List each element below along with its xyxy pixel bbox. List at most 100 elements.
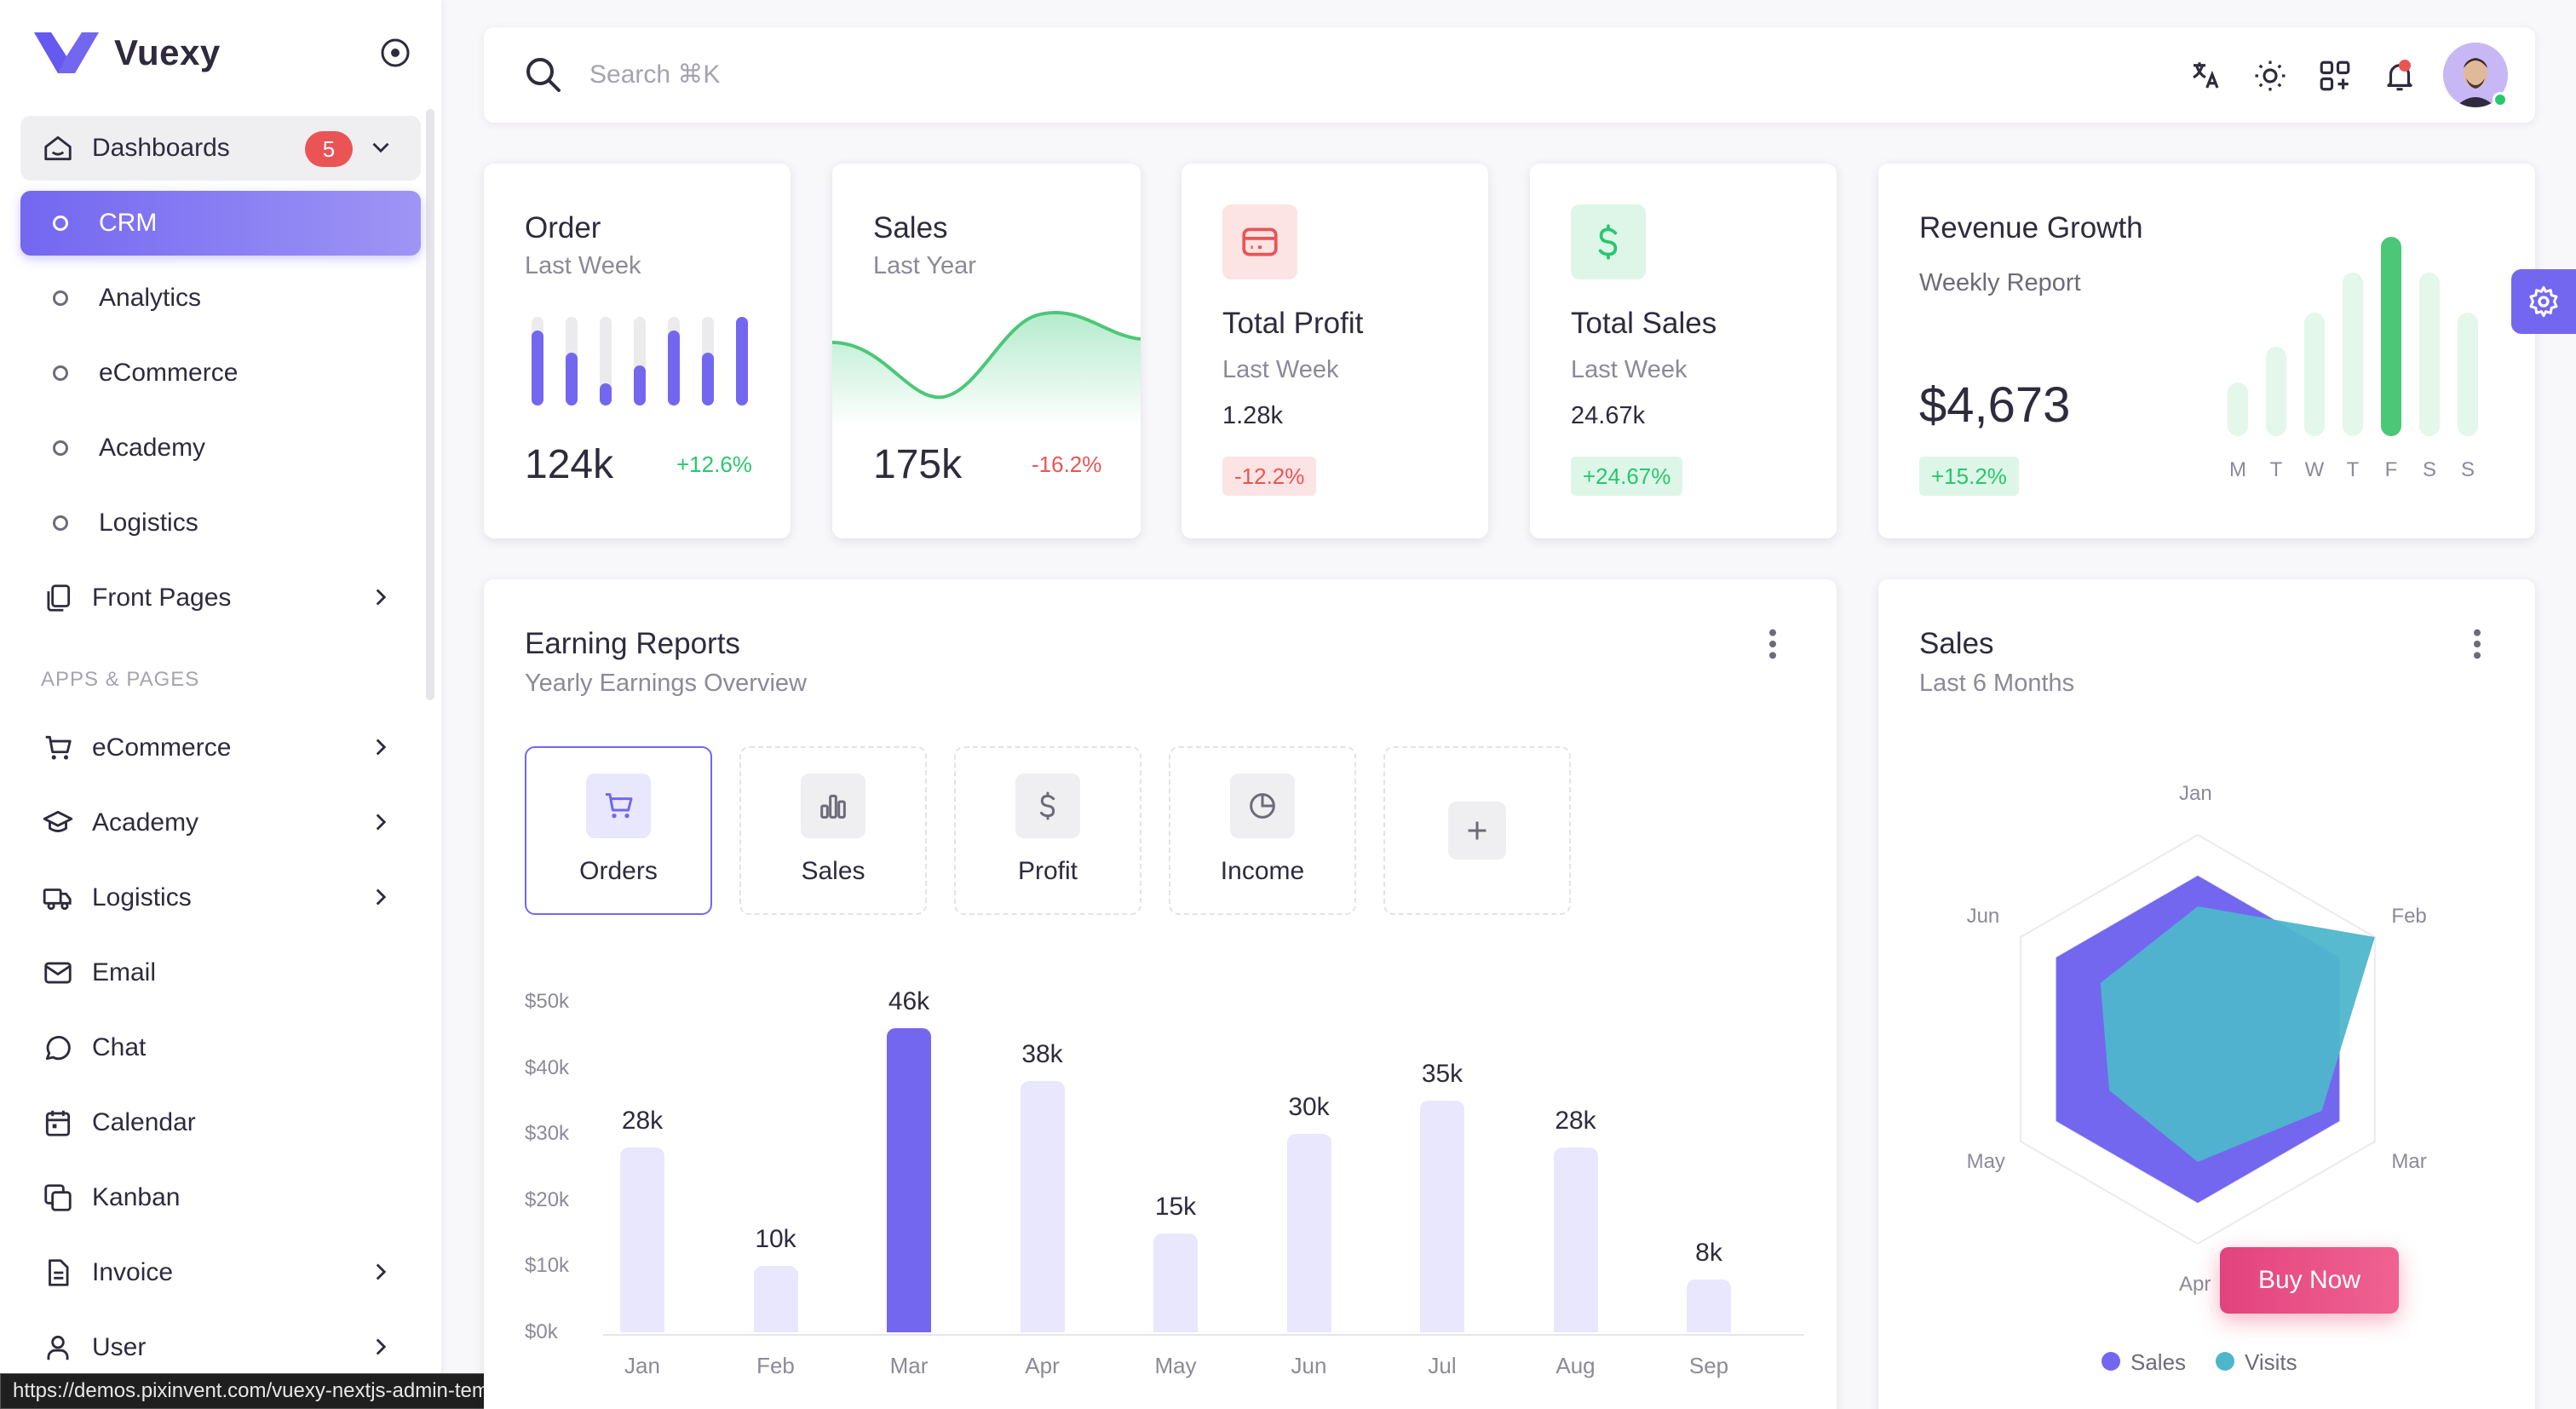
order-bar-track <box>634 317 646 405</box>
revenue-value: $4,673 <box>1919 377 2071 433</box>
sidebar-item-label: Academy <box>99 434 206 462</box>
sidebar-item-invoice[interactable]: Invoice <box>20 1240 421 1305</box>
sidebar-item-label: Invoice <box>92 1258 174 1286</box>
sidebar-item-user[interactable]: User <box>20 1315 421 1380</box>
radio-toggle-icon[interactable] <box>378 36 412 70</box>
sidebar-item-academy[interactable]: Academy <box>20 791 421 855</box>
x-tick-label: Jan <box>624 1353 660 1378</box>
bar-value-label: 15k <box>1154 1192 1197 1221</box>
x-tick-label: Jul <box>1428 1353 1457 1378</box>
earnings-bar[interactable] <box>1153 1233 1198 1332</box>
sidebar-item-ecommerce-dashboard[interactable]: eCommerce <box>20 341 421 405</box>
translate-icon[interactable] <box>2188 58 2223 94</box>
total-profit-card: Total Profit Last Week 1.28k -12.2% <box>1182 164 1488 538</box>
earnings-bar[interactable] <box>1420 1101 1464 1332</box>
brand-name: Vuexy <box>114 32 221 72</box>
x-tick-label: Jun <box>1291 1353 1327 1378</box>
sidebar-item-analytics[interactable]: Analytics <box>20 266 421 331</box>
sidebar-item-academy-dashboard[interactable]: Academy <box>20 416 421 480</box>
order-bar <box>532 331 543 405</box>
card-title: Revenue Growth <box>1919 211 2143 244</box>
sidebar-scrollbar[interactable] <box>426 109 434 700</box>
radar-axis-label: Apr <box>2179 1273 2211 1296</box>
message-circle-icon <box>41 1031 75 1065</box>
earnings-bar[interactable] <box>1687 1279 1731 1332</box>
chevron-right-icon <box>376 814 387 831</box>
x-tick-label: Apr <box>1025 1353 1060 1378</box>
customizer-toggle[interactable] <box>2511 269 2576 334</box>
revenue-growth-card: Revenue Growth Weekly Report $4,673 +15.… <box>1878 164 2535 538</box>
radar-axis-label: May <box>1966 1150 2005 1173</box>
card-title: Total Sales <box>1571 307 1717 340</box>
home-icon <box>41 131 75 165</box>
file-text-icon <box>41 1256 75 1290</box>
earnings-bar[interactable] <box>753 1266 798 1332</box>
revenue-bar <box>2458 313 2478 436</box>
shopping-cart-icon <box>586 774 651 838</box>
buy-now-button[interactable]: Buy Now <box>2220 1247 2399 1314</box>
sidebar-item-label: Dashboards <box>92 134 230 162</box>
earnings-bar[interactable] <box>1286 1134 1331 1332</box>
earnings-bar[interactable] <box>1553 1147 1598 1332</box>
brand[interactable]: Vuexy <box>34 29 221 77</box>
more-vertical-icon[interactable] <box>1760 627 1785 661</box>
earnings-bar[interactable] <box>1020 1081 1065 1332</box>
earnings-bar[interactable] <box>620 1147 664 1332</box>
copy-icon <box>41 1181 75 1215</box>
sidebar-item-calendar[interactable]: Calendar <box>20 1090 421 1155</box>
sidebar-item-label: Front Pages <box>92 584 232 612</box>
sidebar-item-email[interactable]: Email <box>20 940 421 1005</box>
apps-grid-icon[interactable] <box>2317 58 2353 94</box>
card-subtitle: Last Year <box>873 252 976 279</box>
online-status-indicator <box>2493 92 2508 107</box>
x-tick-label: Feb <box>756 1353 795 1378</box>
radar-axis-label: Jun <box>1966 905 2000 928</box>
sidebar-item-chat[interactable]: Chat <box>20 1015 421 1080</box>
legend-label: Visits <box>2245 1349 2297 1375</box>
sidebar-item-label: Analytics <box>99 284 202 312</box>
bar-value-label: 10k <box>755 1225 796 1254</box>
sidebar-item-logistics[interactable]: Logistics <box>20 866 421 930</box>
order-bar <box>566 353 578 405</box>
sidebar-item-label: Academy <box>92 808 199 837</box>
more-vertical-icon[interactable] <box>2464 627 2490 661</box>
sidebar-item-crm[interactable]: CRM <box>20 191 421 256</box>
order-bar <box>668 331 680 405</box>
sidebar-item-ecommerce[interactable]: eCommerce <box>20 716 421 780</box>
sidebar-item-kanban[interactable]: Kanban <box>20 1165 421 1230</box>
revenue-day-label: T <box>2269 458 2283 481</box>
shopping-cart-icon <box>41 731 75 765</box>
sales-change: -16.2% <box>1032 451 1102 477</box>
dashboards-count-badge: 5 <box>305 131 353 167</box>
bar-chart-icon <box>801 774 865 838</box>
card-subtitle: Last 6 Months <box>1919 670 2075 697</box>
notification-dot <box>2399 60 2411 72</box>
sidebar-item-logistics-dashboard[interactable]: Logistics <box>20 491 421 555</box>
user-icon <box>41 1331 75 1365</box>
radar-axis-label: Feb <box>2391 905 2427 928</box>
add-tab-button[interactable] <box>1383 746 1571 915</box>
order-bar-track <box>668 317 680 405</box>
order-card: Order Last Week 124k +12.6% <box>484 164 791 538</box>
legend-swatch-sales <box>2102 1352 2120 1371</box>
tab-income[interactable]: Income <box>1169 746 1356 915</box>
card-title: Earning Reports <box>525 627 740 660</box>
sidebar-item-front-pages[interactable]: Front Pages <box>20 566 421 630</box>
card-title: Total Profit <box>1222 307 1364 340</box>
sidebar-item-dashboards[interactable]: Dashboards 5 <box>20 116 421 181</box>
total-sales-value: 24.67k <box>1571 402 1646 429</box>
x-axis-line <box>603 1334 1804 1336</box>
earnings-bar[interactable] <box>887 1028 931 1332</box>
search-icon[interactable] <box>523 55 564 95</box>
search-input[interactable] <box>589 53 1271 97</box>
tab-profit[interactable]: Profit <box>954 746 1141 915</box>
sidebar-item-label: eCommerce <box>92 733 232 762</box>
bar-value-label: 35k <box>1421 1060 1463 1089</box>
tab-sales[interactable]: Sales <box>739 746 927 915</box>
tab-orders[interactable]: Orders <box>525 746 712 915</box>
sales-sparkline <box>832 310 1141 428</box>
chevron-down-icon <box>372 142 389 153</box>
sun-icon[interactable] <box>2252 58 2288 94</box>
section-title-apps: APPS & PAGES <box>41 668 200 691</box>
revenue-day-label: W <box>2304 458 2325 481</box>
